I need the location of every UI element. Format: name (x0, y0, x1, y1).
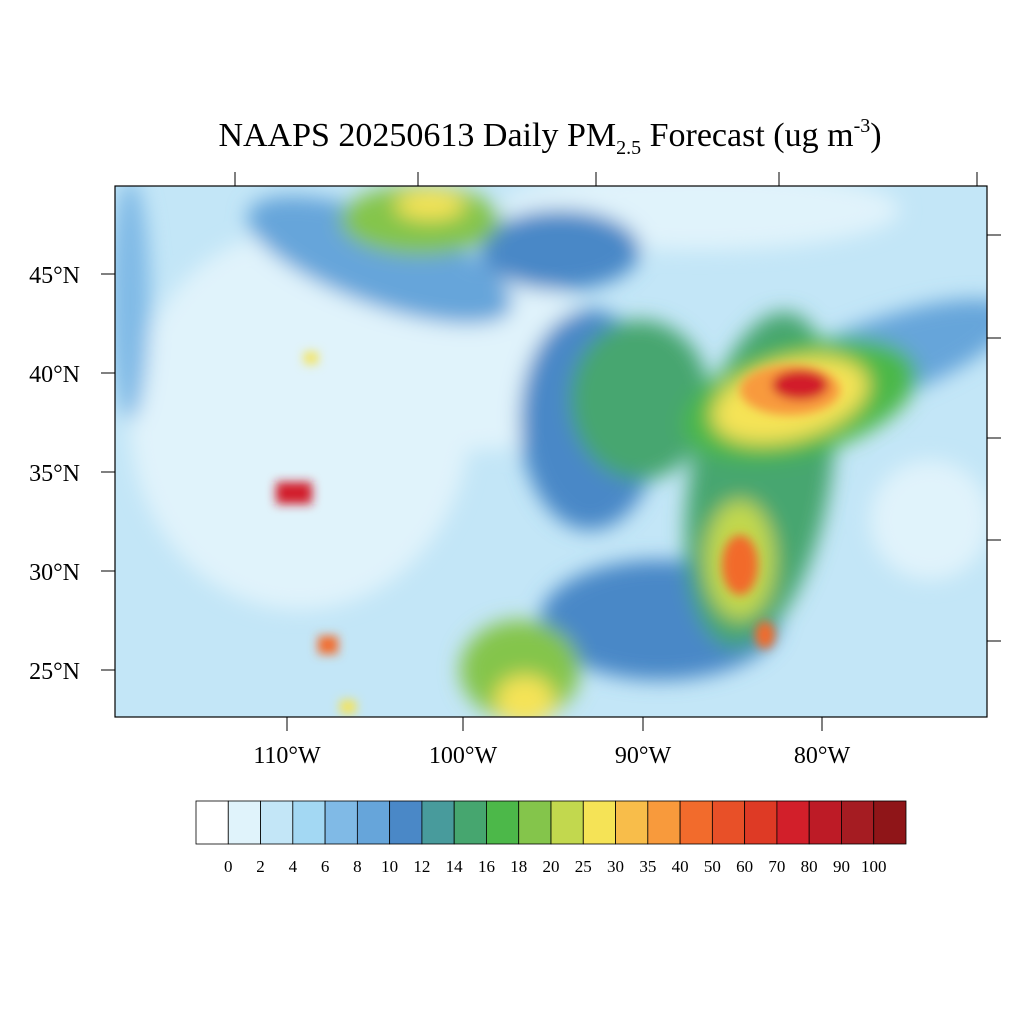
colorbar-box (486, 800, 520, 845)
lon-label: 100°W (429, 743, 498, 769)
lon-label: 80°W (794, 743, 851, 769)
colorbar-label: 25 (575, 857, 592, 876)
colorbar-box (744, 800, 778, 845)
lat-label: 35°N (29, 461, 80, 487)
colorbar-box (195, 800, 229, 845)
lat-label: 30°N (29, 560, 80, 586)
colorbar-label: 0 (224, 857, 233, 876)
colorbar-box (679, 800, 713, 845)
colorbar-box (550, 800, 584, 845)
colorbar-label: 10 (381, 857, 398, 876)
colorbar-label: 35 (639, 857, 656, 876)
colorbar-label: 90 (833, 857, 850, 876)
colorbar-box (647, 800, 681, 845)
colorbar-label: 2 (256, 857, 265, 876)
title-sub: 2.5 (616, 137, 641, 159)
colorbar-label: 20 (543, 857, 560, 876)
axis-ticks (101, 172, 1001, 731)
colorbar-label: 14 (446, 857, 464, 876)
colorbar-label: 50 (704, 857, 721, 876)
title-rest: Forecast (ug m (641, 117, 853, 154)
colorbar-label: 70 (768, 857, 785, 876)
colorbar-label: 60 (736, 857, 753, 876)
colorbar-box (841, 800, 875, 845)
colorbar-box (808, 800, 842, 845)
colorbar-label: 80 (801, 857, 818, 876)
colorbar-label: 18 (510, 857, 527, 876)
colorbar-box (776, 800, 810, 845)
plot-frame (114, 185, 988, 718)
title-sup: -3 (854, 115, 871, 137)
colorbar-label: 4 (289, 857, 298, 876)
lat-label: 45°N (29, 263, 80, 289)
colorbar-box (227, 800, 261, 845)
colorbar-label: 16 (478, 857, 495, 876)
colorbar: 0 2 4 6 8 10 12 14 16 18 20 25 30 35 40 50 60 70 80 90 100 (195, 800, 907, 876)
colorbar-box (518, 800, 552, 845)
colorbar-label: 100 (861, 857, 887, 876)
colorbar-label: 40 (672, 857, 689, 876)
colorbar-box (260, 800, 294, 845)
lat-label: 40°N (29, 362, 80, 388)
lat-label: 25°N (29, 659, 80, 685)
longitude-labels: 110°W 100°W 90°W 80°W (253, 743, 850, 769)
colorbar-box (582, 800, 616, 845)
map-field (115, 186, 987, 717)
lon-label: 110°W (253, 743, 321, 769)
colorbar-box (389, 800, 423, 845)
latitude-labels: 45°N 40°N 35°N 30°N 25°N (29, 263, 80, 685)
colorbar-box (356, 800, 391, 845)
colorbar-box (292, 800, 326, 845)
title-end: ) (870, 117, 881, 154)
colorbar-box (324, 800, 358, 845)
colorbar-box (615, 800, 649, 845)
colorbar-label: 12 (413, 857, 430, 876)
colorbar-label: 8 (353, 857, 362, 876)
colorbar-label: 6 (321, 857, 330, 876)
colorbar-box (873, 800, 907, 845)
colorbar-label: 30 (607, 857, 624, 876)
colorbar-box (453, 800, 487, 845)
colorbar-box (421, 800, 455, 845)
lon-label: 90°W (615, 743, 672, 769)
colorbar-box (711, 800, 746, 845)
title-main: NAAPS 20250613 Daily PM (218, 117, 616, 154)
title: NAAPS 20250613 Daily PM2.5 Forecast (ug … (218, 115, 881, 159)
